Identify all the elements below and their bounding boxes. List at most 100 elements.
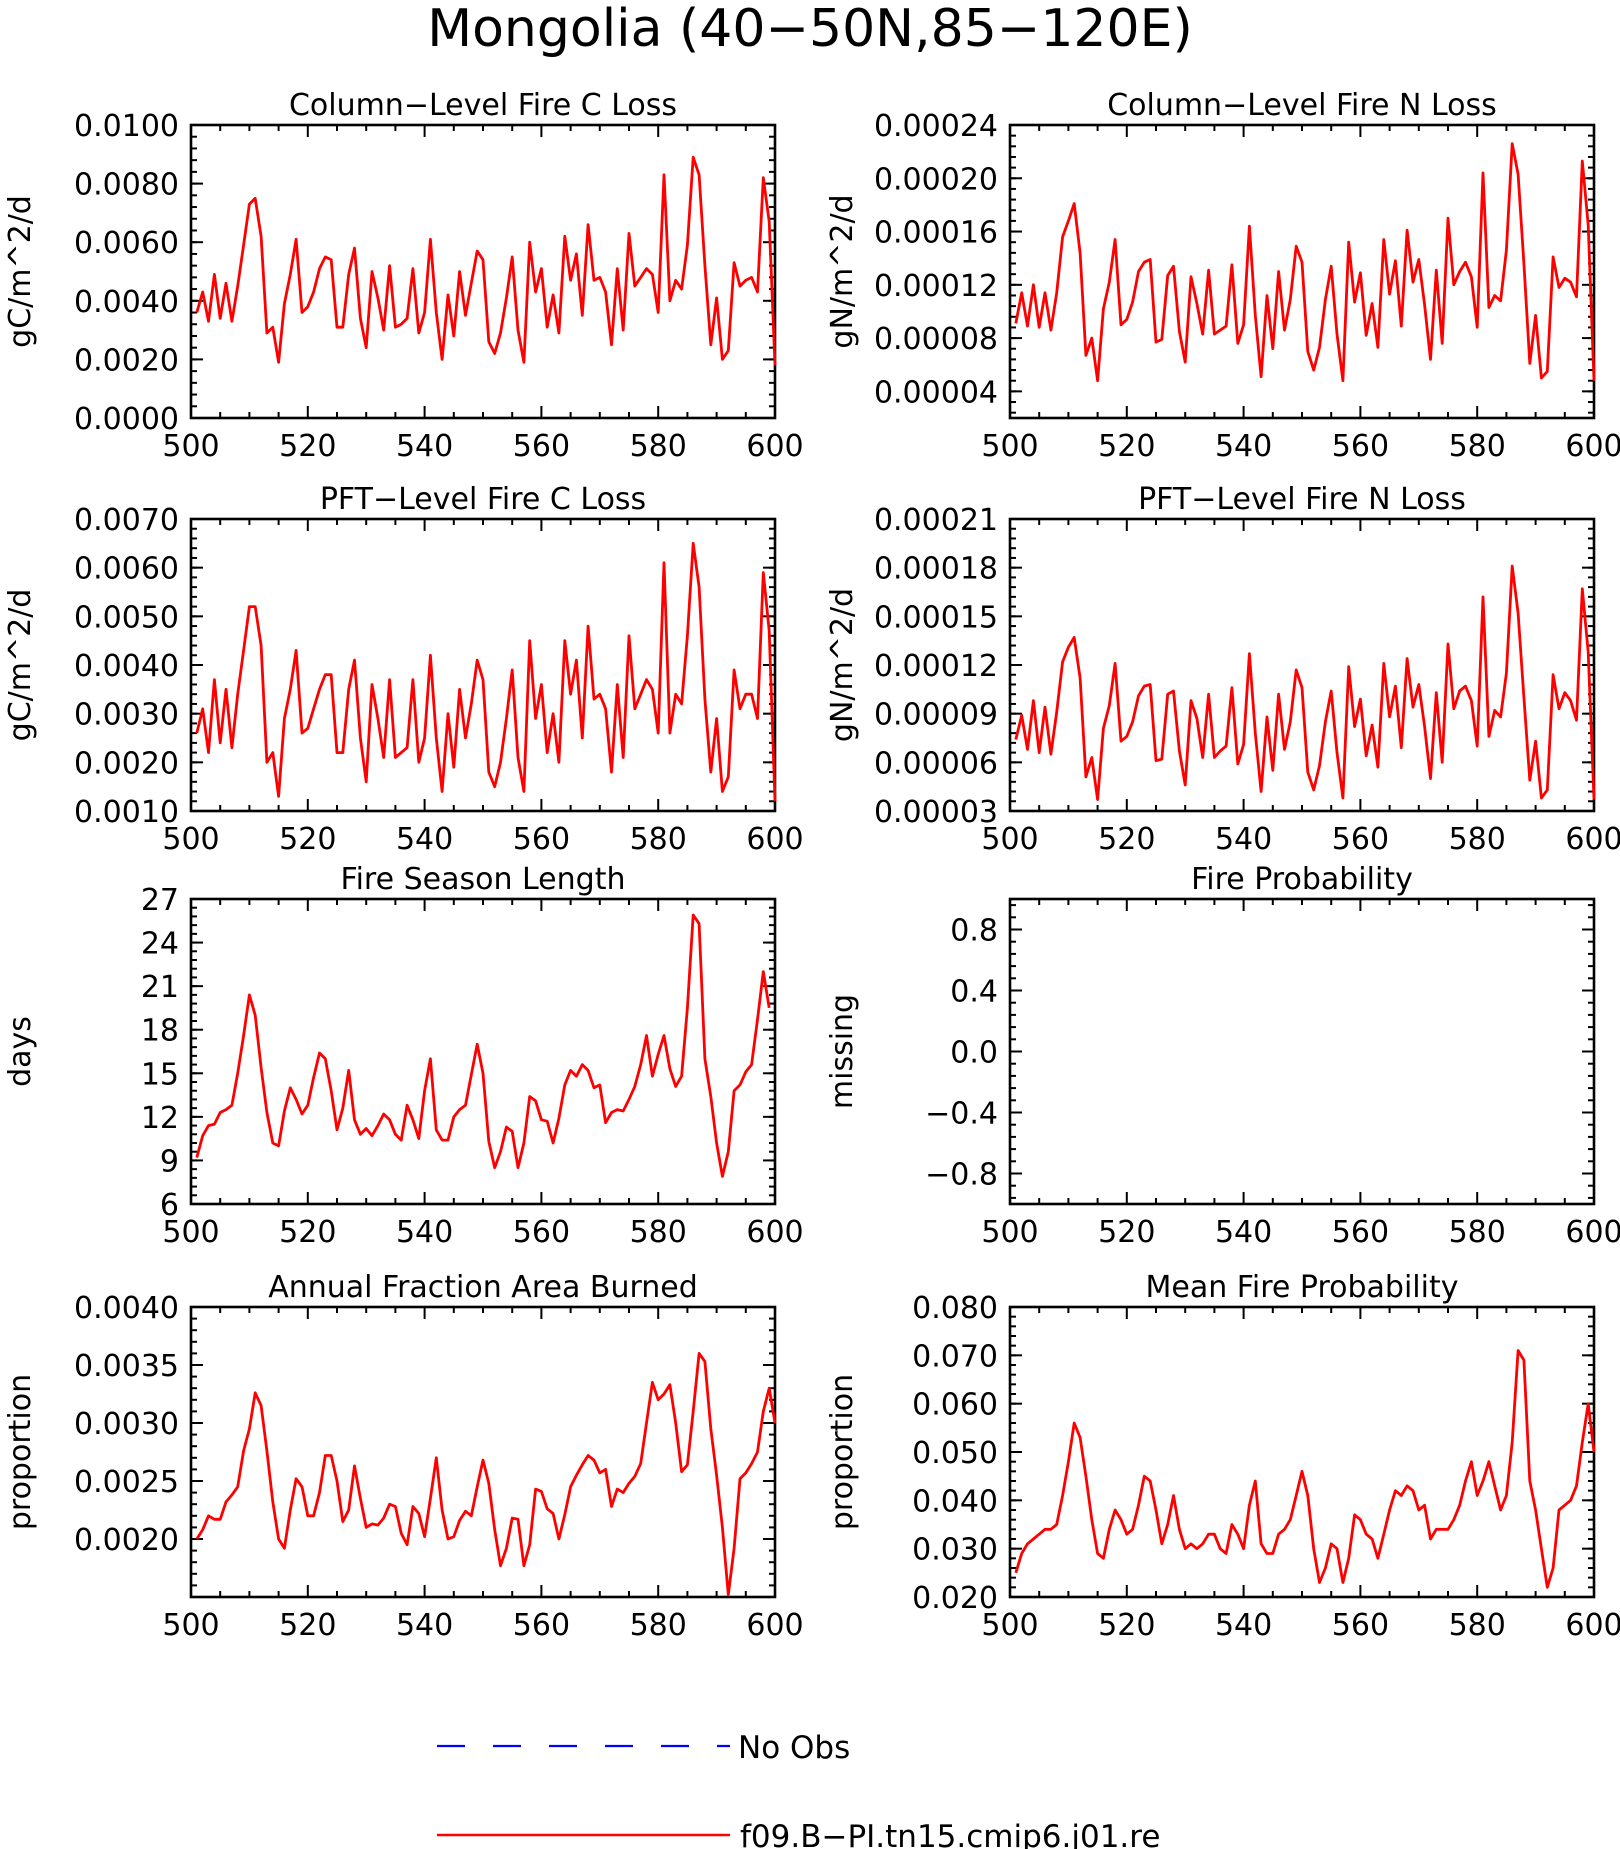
plot-frame: [189, 897, 777, 1206]
series-line: [1014, 142, 1596, 383]
x-tick-label: 520: [1098, 429, 1155, 464]
y-tick-label: 0.0040: [74, 1291, 179, 1326]
x-tick-label: 580: [630, 822, 687, 857]
y-tick-label: 0.00018: [874, 552, 998, 587]
x-tick-label: 560: [1332, 1215, 1389, 1250]
y-tick-label: 0.0080: [74, 168, 179, 203]
x-tick-label: 500: [981, 429, 1038, 464]
y-tick-label: 0.4: [950, 975, 998, 1010]
x-tick-label: 540: [1215, 822, 1272, 857]
y-tick-label: 0.00012: [874, 649, 998, 684]
y-tick-label: 0.030: [912, 1533, 998, 1568]
y-tick-label: 0.00016: [874, 216, 998, 251]
y-tick-label: 0.0020: [74, 1523, 179, 1558]
y-tick-label: 0.00020: [874, 162, 998, 197]
y-tick-label: 0.0070: [74, 503, 179, 538]
y-tick-label: 0.00024: [874, 109, 998, 144]
y-axis-label: proportion: [3, 1374, 38, 1530]
x-tick-label: 580: [1449, 822, 1506, 857]
series-line: [1014, 564, 1596, 801]
x-tick-label: 600: [1565, 1608, 1620, 1643]
y-tick-label: 0.0100: [74, 109, 179, 144]
plot-frame: [1008, 897, 1596, 1206]
chart-title: Mean Fire Probability: [1146, 1270, 1459, 1305]
x-tick-label: 560: [513, 429, 570, 464]
x-tick-label: 600: [746, 429, 803, 464]
chart-title: Fire Probability: [1191, 862, 1413, 897]
chart-panel-4: PFT−Level Fire N Loss gN/m^2/d 500 520 540 56…: [825, 482, 1620, 857]
x-tick-label: 520: [279, 1215, 336, 1250]
x-tick-label: 600: [746, 822, 803, 857]
x-tick-label: 540: [396, 1608, 453, 1643]
y-tick-label: −0.8: [925, 1158, 998, 1193]
x-tick-label: 500: [162, 1215, 219, 1250]
y-tick-label: 0.0000: [74, 402, 179, 437]
x-tick-label: 580: [1449, 429, 1506, 464]
y-tick-label: 0.00015: [874, 600, 998, 635]
y-tick-label: 0.040: [912, 1484, 998, 1519]
y-tick-label: 0.020: [912, 1581, 998, 1616]
y-tick-label: 21: [141, 970, 179, 1005]
y-axis-label: proportion: [825, 1374, 860, 1530]
y-tick-label: 0.060: [912, 1388, 998, 1423]
y-tick-label: 0.0020: [74, 746, 179, 781]
y-tick-label: 0.00003: [874, 795, 998, 830]
x-tick-label: 560: [1332, 1608, 1389, 1643]
y-tick-label: 0.00021: [874, 503, 998, 538]
series-line: [195, 913, 771, 1178]
x-tick-label: 580: [630, 1608, 687, 1643]
y-tick-label: 0.00012: [874, 269, 998, 304]
y-axis-label: gN/m^2/d: [825, 194, 860, 348]
y-tick-label: 24: [141, 927, 179, 962]
x-tick-label: 500: [162, 822, 219, 857]
y-tick-label: 0.00006: [874, 746, 998, 781]
panels-group: Column−Level Fire C Loss gC/m^2/d 500 520 54…: [3, 88, 1620, 1643]
chart-title: PFT−Level Fire N Loss: [1138, 482, 1466, 517]
x-tick-label: 500: [981, 1608, 1038, 1643]
x-tick-label: 580: [1449, 1608, 1506, 1643]
x-tick-label: 540: [1215, 1608, 1272, 1643]
y-tick-label: 0.0010: [74, 795, 179, 830]
series-line: [195, 1352, 777, 1597]
x-tick-label: 500: [981, 822, 1038, 857]
y-axis-label: gC/m^2/d: [3, 589, 38, 742]
x-tick-label: 520: [279, 822, 336, 857]
plot-frame: [189, 517, 777, 813]
x-tick-label: 540: [1215, 1215, 1272, 1250]
y-tick-label: 0.00004: [874, 375, 998, 410]
x-tick-label: 600: [746, 1215, 803, 1250]
y-tick-label: 0.0030: [74, 1407, 179, 1442]
y-tick-label: 0.00009: [874, 698, 998, 733]
y-tick-label: 0.0050: [74, 600, 179, 635]
y-tick-label: 15: [141, 1057, 179, 1092]
chart-panel-6: Fire Probability missing 500 520 540 560 580 60…: [825, 862, 1620, 1250]
y-tick-label: 0.0: [950, 1036, 998, 1071]
y-axis-label: days: [3, 1016, 38, 1087]
y-tick-label: 0.080: [912, 1291, 998, 1326]
y-tick-label: 0.0025: [74, 1465, 179, 1500]
x-tick-label: 560: [1332, 822, 1389, 857]
y-tick-label: 0.050: [912, 1436, 998, 1471]
y-axis-label: gN/m^2/d: [825, 588, 860, 742]
y-tick-label: 0.00008: [874, 322, 998, 357]
y-tick-label: 0.0040: [74, 649, 179, 684]
y-tick-label: 0.0020: [74, 343, 179, 378]
x-tick-label: 540: [396, 1215, 453, 1250]
chart-title: Annual Fraction Area Burned: [268, 1270, 698, 1305]
x-tick-label: 600: [746, 1608, 803, 1643]
legend: No Obs f09.B−PI.tn15.cmip6.j01.re: [437, 1730, 1160, 1849]
series-line: [1014, 1349, 1596, 1589]
x-tick-label: 560: [513, 1608, 570, 1643]
x-tick-label: 560: [513, 1215, 570, 1250]
x-tick-label: 540: [396, 429, 453, 464]
y-tick-label: 6: [160, 1188, 179, 1223]
x-tick-label: 580: [1449, 1215, 1506, 1250]
y-tick-label: 9: [160, 1144, 179, 1179]
chart-panel-1: Column−Level Fire C Loss gC/m^2/d 500 520 54…: [3, 88, 804, 464]
x-tick-label: 520: [1098, 1608, 1155, 1643]
series-line: [195, 541, 777, 802]
x-tick-label: 600: [1565, 822, 1620, 857]
legend-obs-label: No Obs: [738, 1730, 850, 1766]
y-tick-label: 0.0040: [74, 285, 179, 320]
